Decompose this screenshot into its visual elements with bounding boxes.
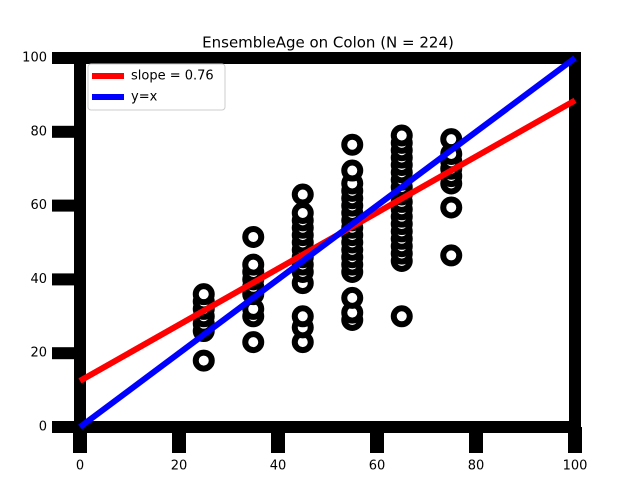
y-tick-label: 100 <box>22 51 47 66</box>
data-point <box>242 225 265 248</box>
legend: slope = 0.76 y=x <box>87 63 226 111</box>
x-tick-label: 0 <box>76 459 84 474</box>
y-tick <box>52 347 80 360</box>
x-tick <box>172 427 186 453</box>
chart-title: EnsembleAge on Colon (N = 224) <box>202 34 454 52</box>
axis-spine <box>569 52 581 433</box>
y-tick <box>52 199 80 212</box>
legend-label: y=x <box>131 90 158 105</box>
data-point <box>192 349 215 372</box>
y-tick <box>52 125 80 138</box>
data-point <box>291 183 314 206</box>
y-tick-label: 40 <box>30 272 47 287</box>
legend-label: slope = 0.76 <box>131 69 214 84</box>
data-point <box>341 159 364 182</box>
x-tick <box>568 427 582 453</box>
fit-line <box>78 55 577 430</box>
y-tick <box>52 273 80 286</box>
y-tick <box>52 52 80 64</box>
data-point <box>242 253 265 276</box>
data-point <box>291 305 314 328</box>
x-tick <box>271 427 285 453</box>
x-tick-label: 40 <box>270 459 287 474</box>
y-tick-label: 80 <box>30 124 47 139</box>
data-point <box>192 283 215 306</box>
data-point <box>440 244 463 267</box>
x-tick-label: 80 <box>468 459 485 474</box>
axis-spine <box>74 52 581 64</box>
x-tick <box>73 427 87 453</box>
data-point <box>440 196 463 219</box>
data-point <box>390 305 413 328</box>
y-tick <box>52 421 80 433</box>
axis-spine <box>74 52 86 433</box>
axis-spine <box>74 421 581 433</box>
y-tick-label: 0 <box>39 420 47 435</box>
x-tick-label: 100 <box>563 459 588 474</box>
x-tick-label: 20 <box>171 459 188 474</box>
data-point <box>242 331 265 354</box>
data-point <box>341 286 364 309</box>
y-tick-label: 20 <box>30 346 47 361</box>
x-tick <box>370 427 384 453</box>
data-point <box>390 124 413 147</box>
data-point <box>291 201 314 224</box>
data-point <box>341 133 364 156</box>
x-tick-label: 60 <box>369 459 386 474</box>
x-tick <box>469 427 483 453</box>
y-tick-label: 60 <box>30 198 47 213</box>
